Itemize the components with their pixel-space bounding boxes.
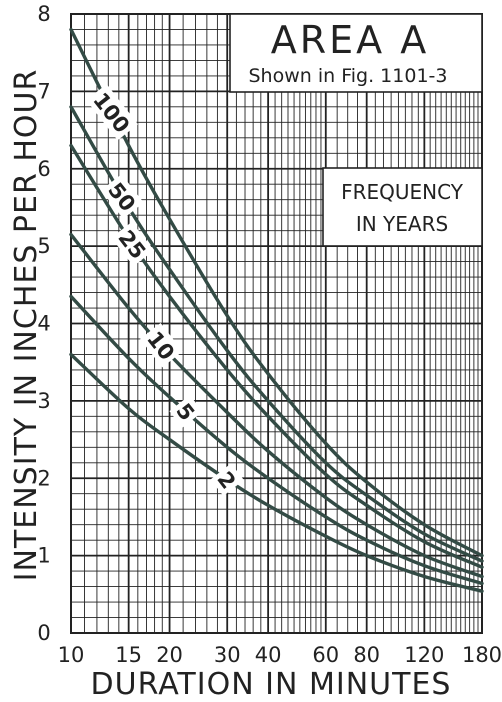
y-tick-labels: 0 1 2 3 4 5 6 7 8 <box>37 2 50 645</box>
curve-label-group: 50 <box>101 174 144 219</box>
y-tick-label: 2 <box>37 466 50 490</box>
chart-subtitle: Shown in Fig. 1101-3 <box>249 65 448 87</box>
y-tick-label: 1 <box>37 544 50 568</box>
curve-label-group: 100 <box>86 84 139 141</box>
x-tick-label: 15 <box>115 643 142 667</box>
y-tick-label: 0 <box>37 621 50 645</box>
curve-2-year <box>69 352 484 593</box>
curves <box>69 27 484 593</box>
curve-5-year <box>69 294 484 586</box>
y-tick-label: 8 <box>37 2 50 26</box>
y-axis-title: INTENSITY IN INCHES PER HOUR <box>9 69 44 582</box>
x-tick-label: 120 <box>404 643 444 667</box>
curve-label-group: 2 <box>210 463 244 497</box>
x-tick-label: 40 <box>255 643 282 667</box>
curve-label-group: 25 <box>111 221 154 267</box>
legend-box: FREQUENCY IN YEARS <box>322 167 483 247</box>
curve-label-background <box>101 174 144 219</box>
curve-10-year <box>69 232 484 579</box>
y-tick-label: 3 <box>37 389 50 413</box>
x-tick-label: 30 <box>214 643 241 667</box>
x-tick-label: 80 <box>353 643 380 667</box>
curve-100-year <box>69 27 484 558</box>
x-axis-title: DURATION IN MINUTES <box>91 667 452 702</box>
x-tick-label: 20 <box>156 643 183 667</box>
curve-label-background <box>210 463 244 497</box>
curve-label-background <box>111 221 154 267</box>
y-tick-label: 5 <box>37 234 50 258</box>
chart-title: AREA A <box>271 18 429 62</box>
legend-title-line2: IN YEARS <box>356 212 448 236</box>
curve-label-background <box>169 395 203 428</box>
x-tick-labels: 10 15 20 30 40 60 80 120 180 <box>58 643 502 667</box>
x-tick-label: 10 <box>58 643 85 667</box>
y-tick-label: 4 <box>37 312 50 336</box>
x-tick-label: 60 <box>312 643 339 667</box>
curve-50-year <box>69 105 484 563</box>
title-box: AREA A Shown in Fig. 1101-3 <box>229 13 483 93</box>
y-tick-label: 6 <box>37 157 50 181</box>
curve-label-background <box>86 84 139 141</box>
y-tick-label: 7 <box>37 79 50 103</box>
x-tick-label: 180 <box>462 643 502 667</box>
legend-title-line1: FREQUENCY <box>341 180 464 204</box>
curve-label-background <box>140 323 183 368</box>
